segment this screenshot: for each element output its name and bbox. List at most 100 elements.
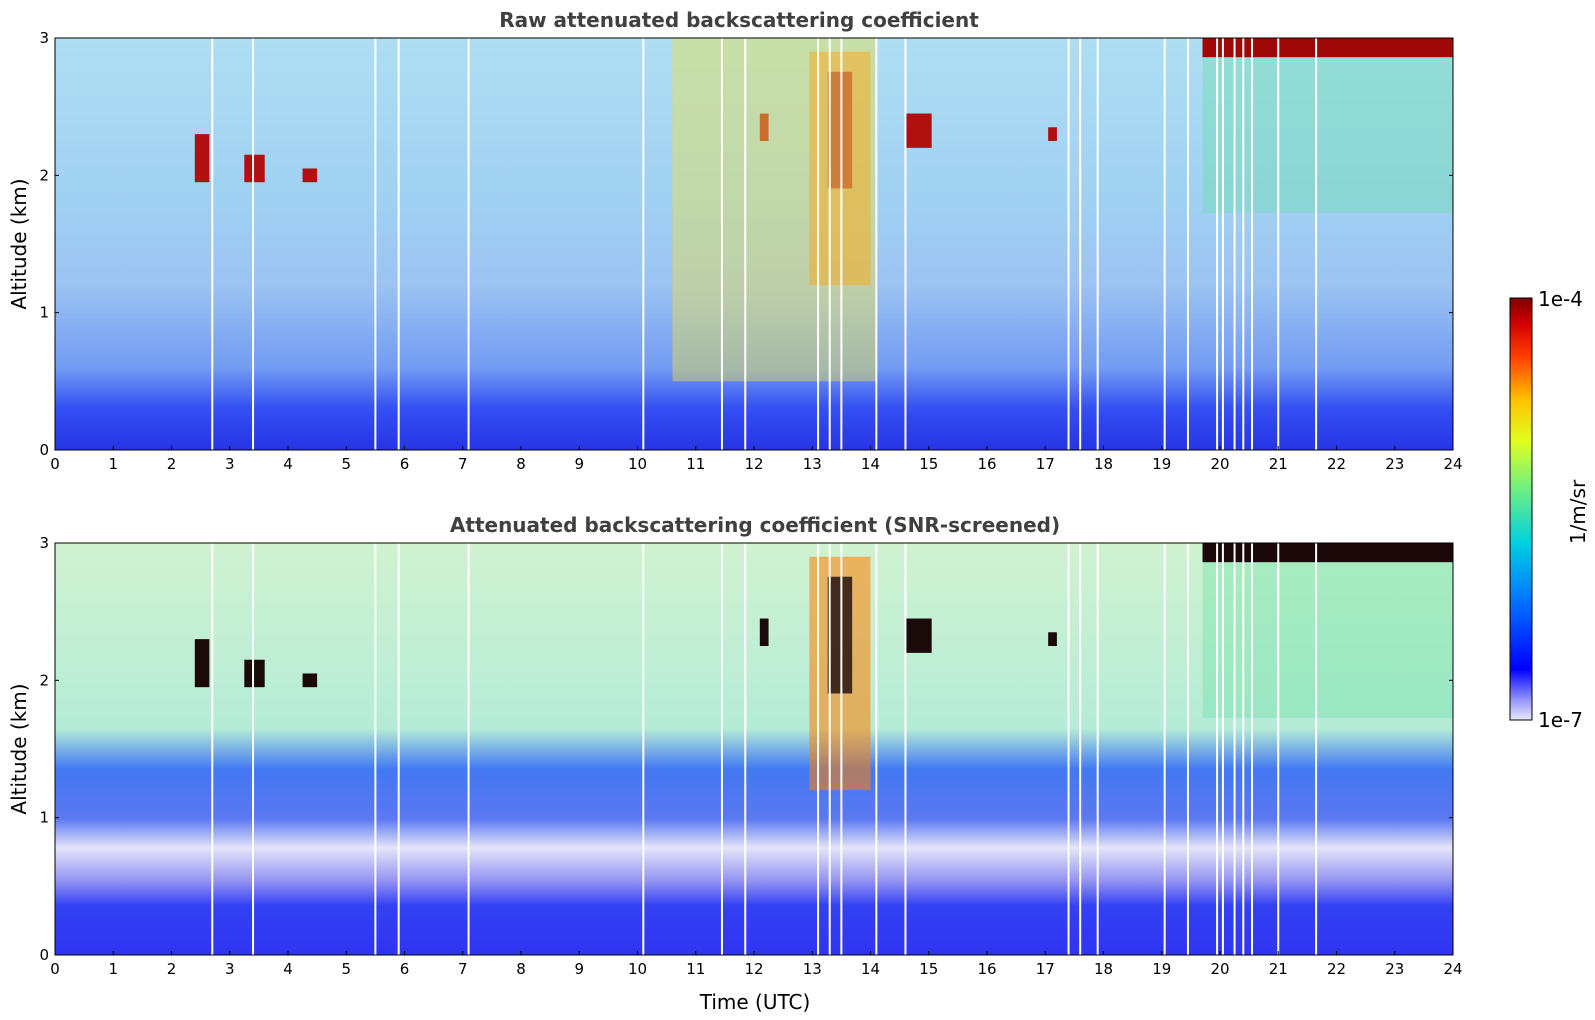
data-gap — [1251, 543, 1254, 955]
data-gap — [374, 543, 377, 955]
y-tick-label: 2 — [39, 671, 49, 689]
x-tick-label: 21 — [1269, 960, 1288, 978]
data-gap — [1277, 543, 1280, 955]
data-gap — [1277, 38, 1280, 450]
cloud-core — [827, 576, 853, 694]
cloud-core — [827, 71, 853, 189]
data-gap — [1315, 543, 1318, 955]
data-gap — [1096, 38, 1099, 450]
x-tick-label: 13 — [803, 455, 822, 473]
x-tick-label: 8 — [516, 455, 526, 473]
y-tick-label: 2 — [39, 166, 49, 184]
y-tick-label: 3 — [39, 534, 49, 552]
colorbar-gradient — [1509, 297, 1533, 721]
data-gap — [720, 543, 723, 955]
x-tick-label: 12 — [744, 455, 763, 473]
data-gap — [875, 543, 878, 955]
data-gap — [1067, 38, 1070, 450]
x-tick-label: 17 — [1036, 455, 1055, 473]
data-gap — [840, 38, 843, 450]
x-tick-label: 10 — [628, 960, 647, 978]
data-gap — [1221, 543, 1224, 955]
data-gap — [211, 38, 214, 450]
x-tick-label: 23 — [1385, 455, 1404, 473]
cloud-patch — [905, 618, 932, 653]
x-tick-label: 3 — [225, 455, 235, 473]
data-gap — [467, 38, 470, 450]
x-tick-label: 0 — [50, 960, 60, 978]
x-tick-label: 19 — [1152, 960, 1171, 978]
data-gap — [642, 38, 645, 450]
cloud-patch — [905, 113, 932, 148]
cloud-patch — [1048, 127, 1057, 141]
x-tick-label: 17 — [1036, 960, 1055, 978]
y-tick-label: 0 — [39, 946, 49, 964]
x-tick-label: 5 — [341, 455, 351, 473]
x-tick-label: 24 — [1443, 455, 1462, 473]
data-gap — [1079, 543, 1082, 955]
data-gap — [875, 38, 878, 450]
panel-raw-y-ticks: 0 1 2 3 — [39, 29, 1453, 459]
data-gap — [817, 38, 820, 450]
cloud-patch — [244, 659, 265, 688]
x-tick-label: 9 — [574, 455, 584, 473]
heatmap-noise-field — [55, 543, 1453, 955]
colorbar: 1e-4 1e-7 1/m/sr — [1509, 287, 1590, 732]
colorbar-min-label: 1e-7 — [1538, 708, 1583, 732]
cloud-layer-fall — [1202, 57, 1453, 213]
x-tick-label: 11 — [686, 960, 705, 978]
x-tick-label: 21 — [1269, 455, 1288, 473]
x-tick-label: 1 — [108, 455, 118, 473]
cloud-patch — [194, 134, 210, 183]
data-gap — [1079, 38, 1082, 450]
data-gap — [1242, 38, 1245, 450]
data-gap — [467, 543, 470, 955]
x-tick-label: 1 — [108, 960, 118, 978]
x-tick-label: 7 — [458, 455, 468, 473]
data-gap — [1067, 543, 1070, 955]
panel-raw: Raw attenuated backscattering coefficien… — [7, 8, 1463, 473]
x-tick-label: 15 — [919, 455, 938, 473]
cloud-patch — [302, 168, 318, 183]
data-gap — [1233, 543, 1236, 955]
x-tick-label: 20 — [1210, 455, 1229, 473]
data-gap — [744, 38, 747, 450]
x-tick-label: 14 — [861, 455, 880, 473]
data-gap — [1186, 543, 1189, 955]
x-tick-label: 3 — [225, 960, 235, 978]
x-tick-label: 10 — [628, 455, 647, 473]
x-tick-label: 7 — [458, 960, 468, 978]
x-tick-label: 16 — [977, 455, 996, 473]
panel-raw-x-ticks: 0 1 2 3 4 5 6 7 8 9 10 11 12 13 14 15 16 17 18 19 20 21 22 23 24 — [50, 446, 1463, 473]
x-tick-label: 22 — [1327, 960, 1346, 978]
data-gap — [1163, 543, 1166, 955]
data-gap — [1216, 543, 1219, 955]
x-tick-label: 16 — [977, 960, 996, 978]
heatmap-noise-field — [55, 38, 1453, 450]
colorbar-unit-label: 1/m/sr — [1566, 479, 1590, 544]
x-tick-label: 2 — [167, 455, 177, 473]
x-tick-label: 12 — [744, 960, 763, 978]
data-gap — [840, 543, 843, 955]
colorbar-max-label: 1e-4 — [1538, 287, 1583, 311]
data-gap — [904, 543, 907, 955]
data-gap — [1242, 543, 1245, 955]
panel-screened-heatmap — [55, 543, 1453, 955]
x-tick-label: 6 — [400, 960, 410, 978]
data-gap — [397, 38, 400, 450]
panel-raw-y-label: Altitude (km) — [7, 178, 31, 309]
x-tick-label: 4 — [283, 455, 293, 473]
x-axis-label: Time (UTC) — [699, 990, 811, 1014]
cloud-patch — [302, 673, 318, 688]
data-gap — [642, 543, 645, 955]
panel-screened-x-ticks: 0 1 2 3 4 5 6 7 8 9 10 11 12 13 14 15 16 17 18 19 20 21 22 23 24 — [50, 951, 1463, 978]
panel-raw-heatmap — [55, 38, 1453, 450]
data-gap — [1221, 38, 1224, 450]
y-tick-label: 1 — [39, 304, 49, 322]
x-tick-label: 19 — [1152, 455, 1171, 473]
data-gap — [1251, 38, 1254, 450]
data-gap — [828, 38, 831, 450]
data-gap — [904, 38, 907, 450]
cloud-patch — [759, 618, 769, 646]
data-gap — [1186, 38, 1189, 450]
